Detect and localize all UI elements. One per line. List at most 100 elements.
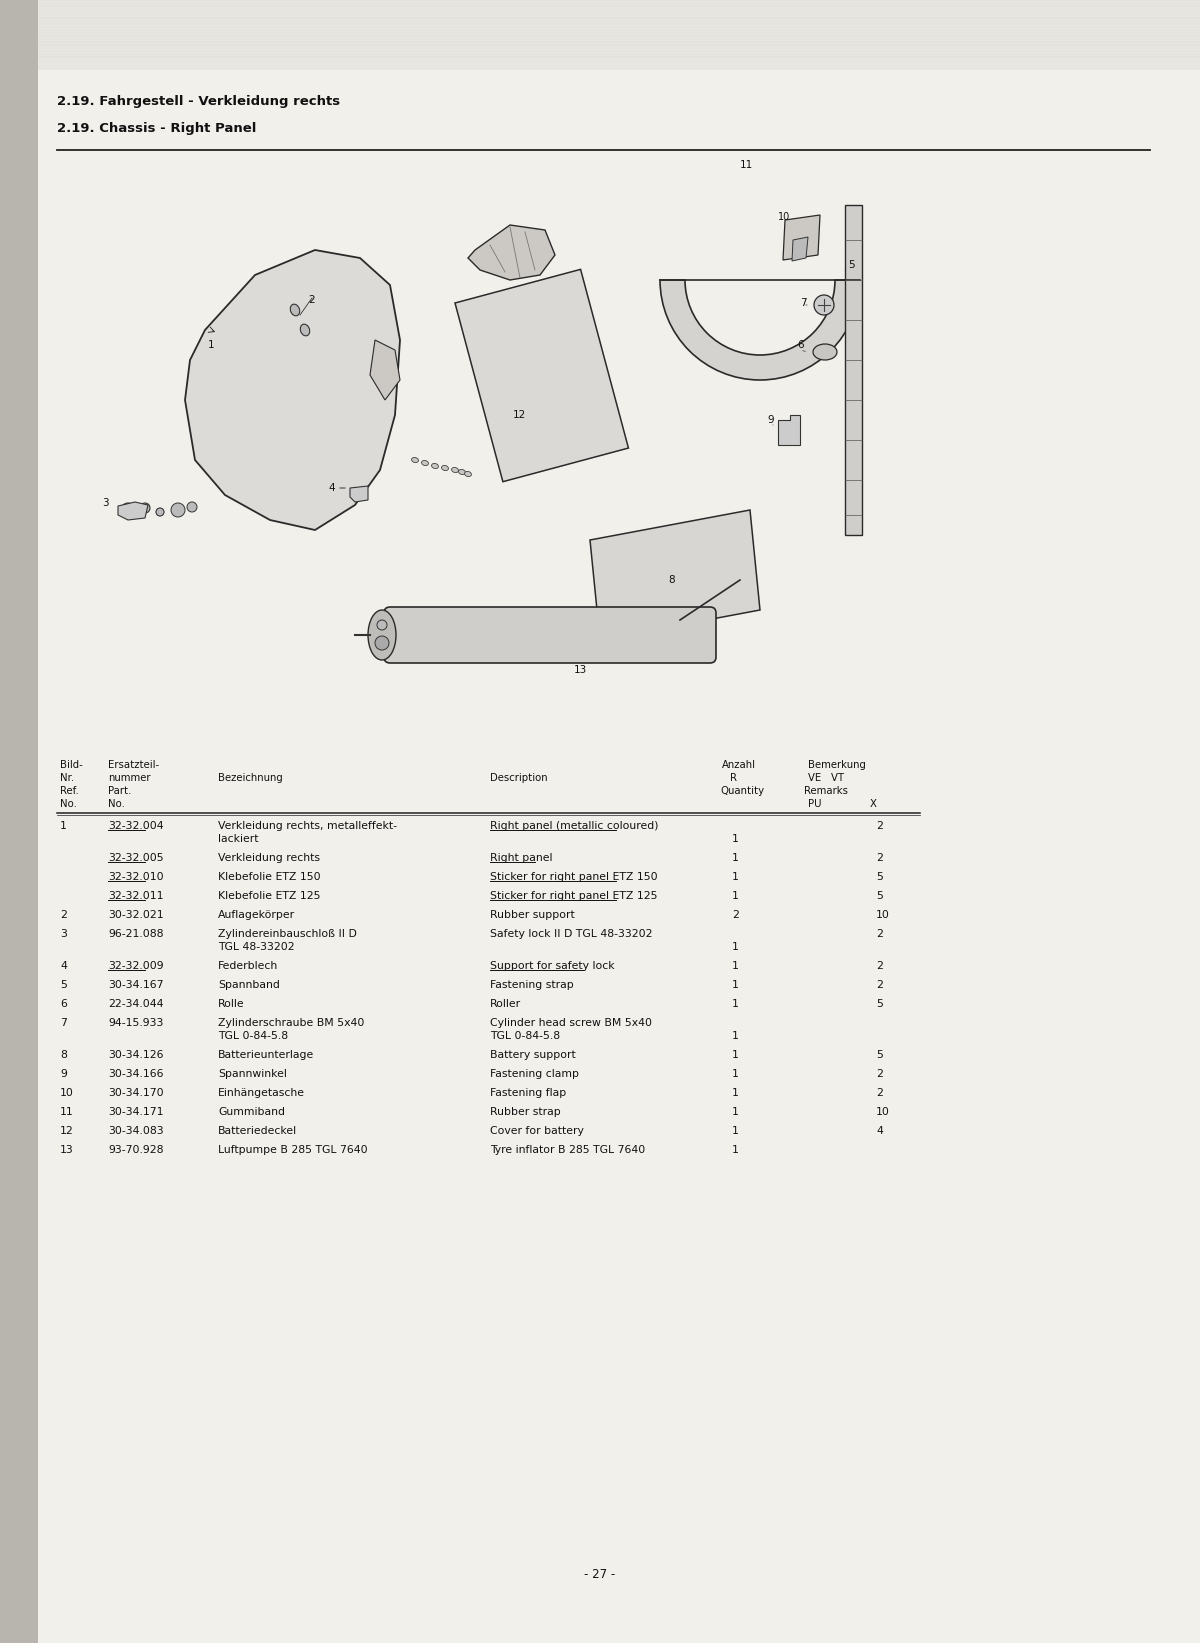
- Ellipse shape: [412, 457, 419, 463]
- Text: 30-34.171: 30-34.171: [108, 1107, 163, 1117]
- Text: TGL 0-84-5.8: TGL 0-84-5.8: [490, 1032, 560, 1042]
- Text: 9: 9: [767, 416, 774, 426]
- Text: 1: 1: [732, 1125, 739, 1135]
- Text: 94-15.933: 94-15.933: [108, 1019, 163, 1029]
- Text: Fastening clamp: Fastening clamp: [490, 1070, 580, 1079]
- Text: 1: 1: [732, 999, 739, 1009]
- Text: 5: 5: [876, 1050, 883, 1060]
- Bar: [455, 269, 629, 481]
- Ellipse shape: [421, 460, 428, 465]
- Text: 96-21.088: 96-21.088: [108, 928, 163, 940]
- Bar: [38, 0, 1200, 71]
- Text: 30-32.021: 30-32.021: [108, 910, 163, 920]
- Text: Batterieunterlage: Batterieunterlage: [218, 1050, 314, 1060]
- Text: 8: 8: [60, 1050, 67, 1060]
- Text: 2.19. Chassis - Right Panel: 2.19. Chassis - Right Panel: [58, 122, 257, 135]
- Text: 2: 2: [876, 1088, 883, 1098]
- Text: 2: 2: [876, 961, 883, 971]
- Text: VE   VT: VE VT: [808, 772, 844, 784]
- Text: Zylinderschraube BM 5x40: Zylinderschraube BM 5x40: [218, 1019, 365, 1029]
- Text: Rolle: Rolle: [218, 999, 245, 1009]
- Text: Cylinder head screw BM 5x40: Cylinder head screw BM 5x40: [490, 1019, 652, 1029]
- Text: 2: 2: [876, 928, 883, 940]
- Text: Part.: Part.: [108, 785, 131, 795]
- Text: 1: 1: [732, 1088, 739, 1098]
- Text: lackiert: lackiert: [218, 835, 258, 845]
- Text: Bemerkung: Bemerkung: [808, 761, 866, 771]
- Text: 1: 1: [732, 941, 739, 951]
- Text: 1: 1: [732, 1050, 739, 1060]
- Text: Battery support: Battery support: [490, 1050, 576, 1060]
- Ellipse shape: [368, 610, 396, 660]
- Text: Bezeichnung: Bezeichnung: [218, 772, 283, 784]
- Circle shape: [374, 636, 389, 651]
- Text: 2: 2: [876, 853, 883, 863]
- Text: 1: 1: [732, 853, 739, 863]
- Circle shape: [140, 503, 150, 513]
- Polygon shape: [845, 205, 862, 536]
- Circle shape: [156, 508, 164, 516]
- Text: 30-34.083: 30-34.083: [108, 1125, 163, 1135]
- Text: Spannwinkel: Spannwinkel: [218, 1070, 287, 1079]
- Text: R: R: [730, 772, 737, 784]
- Text: 1: 1: [732, 1107, 739, 1117]
- Ellipse shape: [464, 472, 472, 476]
- Text: Spannband: Spannband: [218, 979, 280, 991]
- Text: 9: 9: [60, 1070, 67, 1079]
- Text: No.: No.: [108, 798, 125, 808]
- Ellipse shape: [814, 343, 838, 360]
- Text: 6: 6: [797, 340, 804, 350]
- Ellipse shape: [451, 467, 458, 473]
- Text: 30-34.170: 30-34.170: [108, 1088, 163, 1098]
- Text: 2: 2: [876, 1070, 883, 1079]
- Text: 10: 10: [778, 212, 791, 222]
- Polygon shape: [590, 509, 760, 641]
- Text: 10: 10: [876, 910, 890, 920]
- Polygon shape: [784, 215, 820, 260]
- Text: 4: 4: [328, 483, 335, 493]
- Text: Verkleidung rechts: Verkleidung rechts: [218, 853, 320, 863]
- Text: 32-32.009: 32-32.009: [108, 961, 163, 971]
- Text: Description: Description: [490, 772, 547, 784]
- Text: Tyre inflator B 285 TGL 7640: Tyre inflator B 285 TGL 7640: [490, 1145, 646, 1155]
- Text: 12: 12: [512, 411, 526, 421]
- Text: Ref.: Ref.: [60, 785, 79, 795]
- Text: 2: 2: [732, 910, 739, 920]
- Text: Einhängetasche: Einhängetasche: [218, 1088, 305, 1098]
- Text: 13: 13: [574, 665, 587, 675]
- Text: Right panel: Right panel: [490, 853, 552, 863]
- Circle shape: [121, 503, 134, 518]
- Text: 7: 7: [800, 297, 806, 307]
- Text: Batteriedeckel: Batteriedeckel: [218, 1125, 298, 1135]
- Wedge shape: [660, 279, 860, 380]
- Text: 2: 2: [876, 979, 883, 991]
- Circle shape: [172, 503, 185, 518]
- Text: 3: 3: [60, 928, 67, 940]
- Text: 1: 1: [732, 979, 739, 991]
- Text: X: X: [870, 798, 877, 808]
- Circle shape: [377, 619, 386, 629]
- Ellipse shape: [300, 324, 310, 335]
- Text: 1: 1: [732, 1070, 739, 1079]
- Polygon shape: [118, 503, 148, 519]
- Text: 5: 5: [876, 999, 883, 1009]
- Text: - 27 -: - 27 -: [584, 1567, 616, 1581]
- Text: Support for safety lock: Support for safety lock: [490, 961, 614, 971]
- Text: nummer: nummer: [108, 772, 150, 784]
- Text: 1: 1: [732, 1032, 739, 1042]
- Text: 32-32.005: 32-32.005: [108, 853, 163, 863]
- Text: Sticker for right panel ETZ 125: Sticker for right panel ETZ 125: [490, 891, 658, 900]
- Text: 1: 1: [732, 1145, 739, 1155]
- Text: Safety lock II D TGL 48-33202: Safety lock II D TGL 48-33202: [490, 928, 653, 940]
- Text: TGL 48-33202: TGL 48-33202: [218, 941, 295, 951]
- Text: Quantity: Quantity: [720, 785, 764, 795]
- Circle shape: [814, 296, 834, 315]
- Text: 3: 3: [102, 498, 109, 508]
- Ellipse shape: [458, 470, 466, 475]
- Text: 4: 4: [60, 961, 67, 971]
- Text: Ersatzteil-: Ersatzteil-: [108, 761, 160, 771]
- Text: Federblech: Federblech: [218, 961, 278, 971]
- Text: TGL 0-84-5.8: TGL 0-84-5.8: [218, 1032, 288, 1042]
- Text: 5: 5: [876, 891, 883, 900]
- Text: Klebefolie ETZ 125: Klebefolie ETZ 125: [218, 891, 320, 900]
